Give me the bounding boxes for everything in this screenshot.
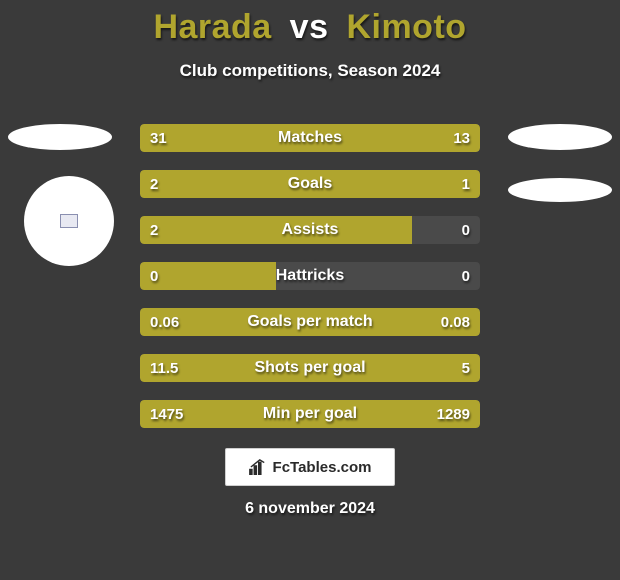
team-a-logo-placeholder: [8, 124, 112, 150]
watermark-text: FcTables.com: [273, 459, 372, 476]
player-a-avatar-placeholder: [24, 176, 114, 266]
stat-row: Matches3113: [140, 124, 480, 152]
stat-row: Goals21: [140, 170, 480, 198]
page-title: Harada vs Kimoto: [0, 0, 620, 47]
stat-bar-a: [140, 400, 324, 428]
stat-row: Min per goal14751289: [140, 400, 480, 428]
stat-bar-b: [286, 308, 480, 336]
stat-bar-b: [368, 170, 480, 198]
stat-value-b: 0: [462, 262, 470, 290]
stat-bar-a: [140, 354, 378, 382]
stat-bar-b: [378, 124, 480, 152]
vs-text: vs: [290, 8, 329, 46]
stat-bar-a: [140, 216, 412, 244]
stat-bar-a: [140, 308, 286, 336]
date-text: 6 november 2024: [0, 500, 620, 518]
stat-bar-a: [140, 170, 368, 198]
stat-row: Shots per goal11.55: [140, 354, 480, 382]
stats-bars: Matches3113 Goals21 Assists20 Hattricks00 Go…: [140, 124, 480, 446]
stat-row: Hattricks00: [140, 262, 480, 290]
stat-row: Goals per match0.060.08: [140, 308, 480, 336]
stat-bar-b: [378, 354, 480, 382]
subtitle: Club competitions, Season 2024: [0, 61, 620, 81]
stat-bar-a: [140, 124, 378, 152]
avatar-inner-icon: [60, 214, 78, 228]
watermark: FcTables.com: [225, 448, 395, 486]
player-a-name: Harada: [153, 8, 271, 46]
stat-row: Assists20: [140, 216, 480, 244]
stat-bar-a: [140, 262, 276, 290]
player-b-name: Kimoto: [346, 8, 466, 46]
stat-bar-b: [324, 400, 480, 428]
team-b-logo-placeholder-2: [508, 178, 612, 202]
stat-value-b: 0: [462, 216, 470, 244]
team-b-logo-placeholder: [508, 124, 612, 150]
bar-chart-icon: [249, 459, 267, 475]
